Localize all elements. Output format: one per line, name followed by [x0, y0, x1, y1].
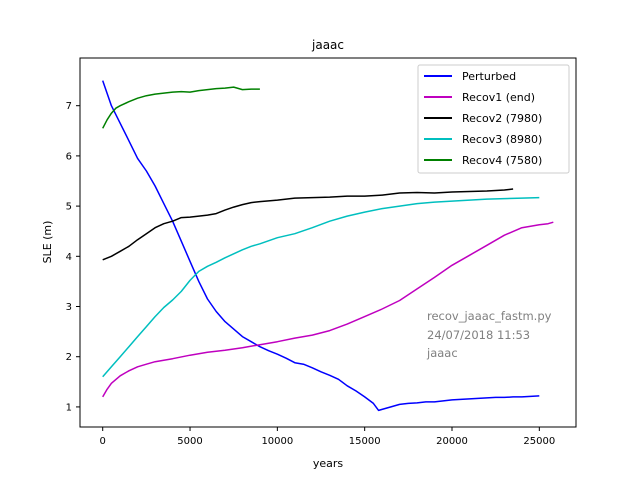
x-tick-label: 10000	[261, 436, 293, 447]
chart-title: jaaac	[311, 38, 344, 52]
y-axis-label: SLE (m)	[41, 221, 54, 264]
annotation-timestamp: 24/07/2018 11:53	[427, 328, 530, 342]
legend-label-1: Recov1 (end)	[462, 91, 535, 104]
x-tick-label: 25000	[523, 436, 555, 447]
legend: Perturbed Recov1 (end) Recov2 (7980) Recov3…	[417, 64, 570, 174]
x-tick-label: 20000	[436, 436, 468, 447]
legend-label-0: Perturbed	[462, 70, 516, 83]
series-line-0	[101, 80, 540, 412]
y-tick-label: 2	[66, 352, 72, 363]
series-line-2	[102, 188, 514, 261]
y-tick-label: 1	[66, 402, 72, 413]
y-tick-label: 7	[66, 101, 72, 112]
x-axis-label: years	[313, 457, 344, 470]
x-tick-label: 0	[100, 436, 106, 447]
y-tick-label: 4	[66, 252, 72, 263]
y-axis: 1 2 3 4 5 6 7	[66, 101, 80, 413]
y-tick-label: 5	[66, 202, 72, 213]
x-tick-label: 5000	[177, 436, 202, 447]
series-line-3	[102, 196, 540, 378]
legend-label-4: Recov4 (7580)	[462, 154, 542, 167]
axes-frame	[79, 57, 577, 428]
legend-box	[417, 64, 570, 174]
y-tick-label: 6	[66, 151, 72, 162]
annotation-run-id: jaaac	[426, 346, 458, 360]
run-annotation: recov_jaaac_fastm.py 24/07/2018 11:53 ja…	[426, 309, 552, 360]
plot-area	[101, 80, 554, 412]
series-line-4	[102, 86, 260, 129]
x-axis: 0 5000 10000 15000 20000 25000	[100, 427, 555, 447]
annotation-script-name: recov_jaaac_fastm.py	[427, 309, 552, 323]
legend-label-3: Recov3 (8980)	[462, 133, 542, 146]
y-tick-label: 3	[66, 302, 72, 313]
legend-label-2: Recov2 (7980)	[462, 112, 542, 125]
x-tick-label: 15000	[349, 436, 381, 447]
series-line-1	[102, 221, 554, 398]
